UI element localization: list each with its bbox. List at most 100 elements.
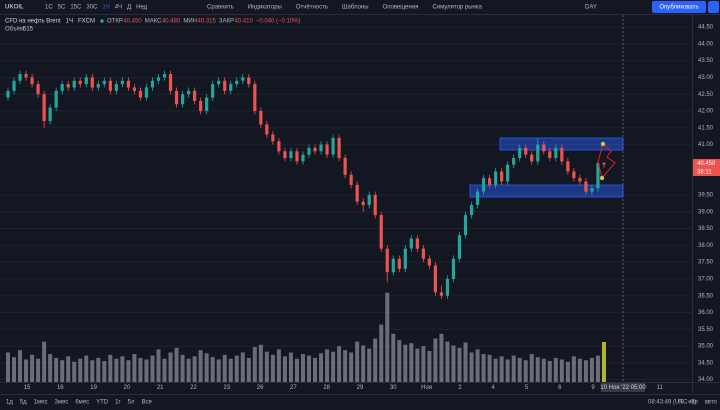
volume-bar bbox=[427, 350, 432, 382]
countdown-tag bbox=[693, 168, 720, 176]
scale-option[interactable]: авто bbox=[704, 400, 717, 406]
toolbar-button[interactable]: Оповещения bbox=[383, 5, 419, 11]
candle-body bbox=[512, 158, 516, 165]
candle-body bbox=[596, 163, 600, 189]
volume-bar bbox=[505, 359, 510, 382]
toolbar-button[interactable]: Шаблоны bbox=[342, 5, 369, 11]
interval-button[interactable]: 4Ч bbox=[115, 5, 122, 11]
candle-body bbox=[150, 80, 155, 88]
price-tick-label: 34.50 bbox=[698, 360, 714, 366]
price-tick-label: 34.00 bbox=[698, 377, 714, 383]
volume-bar bbox=[168, 352, 173, 382]
volume-bar bbox=[180, 354, 185, 382]
volume-bar bbox=[445, 341, 450, 382]
volume-bar bbox=[30, 354, 35, 382]
volume-bar bbox=[481, 354, 486, 382]
interval-button[interactable]: Нед bbox=[136, 5, 148, 11]
volume-bar bbox=[66, 356, 71, 382]
time-tick-label: 19 bbox=[90, 385, 97, 391]
range-button[interactable]: 1д bbox=[6, 400, 13, 406]
volume-bar bbox=[565, 361, 570, 382]
volume-bar bbox=[385, 292, 390, 382]
price-tick-label: 39.50 bbox=[698, 193, 714, 199]
day-toggle[interactable]: DAY bbox=[585, 5, 597, 11]
volume-bar bbox=[108, 354, 113, 382]
candle-body bbox=[313, 147, 317, 152]
interval-button[interactable]: 5С bbox=[58, 5, 66, 11]
anchor-point[interactable] bbox=[599, 175, 605, 181]
range-button[interactable]: 5л bbox=[128, 400, 135, 406]
candle-body bbox=[548, 151, 552, 159]
volume-bar bbox=[511, 355, 516, 382]
anchor-point[interactable] bbox=[600, 141, 606, 147]
volume-bar bbox=[337, 346, 342, 382]
interval-button[interactable]: 30С bbox=[86, 5, 98, 11]
candle-body bbox=[180, 94, 185, 105]
candle-body bbox=[506, 164, 510, 182]
scale-option[interactable]: % bbox=[678, 400, 684, 406]
price-tick-label: 41.00 bbox=[698, 142, 714, 148]
candle-body bbox=[211, 84, 215, 98]
candle-body bbox=[271, 134, 275, 142]
candle-body bbox=[566, 161, 570, 172]
interval-group: 1С 5С 15С 30С 1Ч 4Ч Д Нед bbox=[45, 5, 148, 11]
legend: CFD на нефть Brent 1Ч FXCM Объём 515 ОТК… bbox=[5, 19, 301, 33]
candle-body bbox=[415, 238, 419, 249]
candle-body bbox=[289, 151, 293, 159]
interval-button[interactable]: 15С bbox=[70, 5, 82, 11]
range-button[interactable]: 1мес bbox=[34, 400, 48, 406]
range-button[interactable]: 3мес bbox=[55, 400, 69, 406]
candle-body bbox=[36, 84, 40, 95]
candle-body bbox=[494, 171, 498, 185]
toolbar-button[interactable]: Сравнить bbox=[207, 5, 234, 11]
range-button[interactable]: 6мес bbox=[75, 400, 89, 406]
publish-label[interactable]: Опубликовать bbox=[659, 5, 698, 11]
play-button[interactable] bbox=[708, 1, 719, 13]
candle-body bbox=[325, 144, 329, 155]
range-button[interactable]: Все bbox=[142, 400, 153, 406]
interval-button[interactable]: Д bbox=[127, 5, 131, 11]
time-tick-label: 26 bbox=[257, 385, 264, 391]
volume-bar bbox=[126, 360, 131, 382]
volume-bar bbox=[577, 358, 582, 382]
volume-bar bbox=[517, 357, 522, 382]
legend-interval: 1Ч bbox=[66, 19, 73, 25]
publish-button[interactable] bbox=[652, 1, 706, 13]
candle-body bbox=[481, 178, 486, 192]
status-dot bbox=[100, 19, 104, 23]
volume-bar bbox=[391, 333, 396, 382]
toolbar-button[interactable]: Отчётность bbox=[296, 5, 328, 11]
candle-body bbox=[301, 154, 305, 162]
price-tick-label: 35.00 bbox=[698, 344, 714, 350]
range-button[interactable]: YTD bbox=[96, 400, 109, 406]
candle-body bbox=[584, 181, 588, 192]
volume-bar bbox=[90, 360, 95, 382]
volume-bar bbox=[84, 355, 89, 382]
bottom-toolbar: 1д 5д 1мес 3мес 6мес YTD 1г 5л Все% лог авто bbox=[6, 400, 718, 406]
ohlc-value: 40.315 bbox=[197, 19, 216, 25]
volume-bar bbox=[270, 354, 275, 382]
candle-body bbox=[126, 80, 130, 88]
interval-button[interactable]: 1С bbox=[45, 5, 53, 11]
candle-body bbox=[427, 258, 431, 266]
volume-bar bbox=[535, 357, 540, 382]
volume-bar bbox=[18, 350, 23, 382]
time-tick-label: 9 bbox=[591, 385, 595, 391]
range-button[interactable]: 5д bbox=[20, 400, 27, 406]
range-button[interactable]: 1г bbox=[115, 400, 121, 406]
volume-bar bbox=[499, 356, 504, 382]
button-group: Сравнить Индикаторы Отчётность Шаблоны Опове… bbox=[207, 5, 483, 11]
symbol[interactable]: UKOIL bbox=[5, 5, 24, 11]
volume-bar bbox=[162, 358, 167, 382]
candle-body bbox=[78, 80, 82, 85]
volume-bar bbox=[42, 341, 47, 382]
candle-body bbox=[18, 74, 22, 81]
toolbar-button[interactable]: Симулятор рынка bbox=[432, 5, 482, 11]
interval-button[interactable]: 1Ч bbox=[102, 5, 109, 11]
candle-body bbox=[524, 147, 528, 155]
toolbar-button[interactable]: Индикаторы bbox=[248, 5, 282, 11]
candle-body bbox=[48, 107, 52, 122]
range-box[interactable] bbox=[469, 184, 624, 198]
drawing-path[interactable] bbox=[597, 143, 616, 180]
scale-option[interactable]: лог bbox=[689, 400, 699, 406]
